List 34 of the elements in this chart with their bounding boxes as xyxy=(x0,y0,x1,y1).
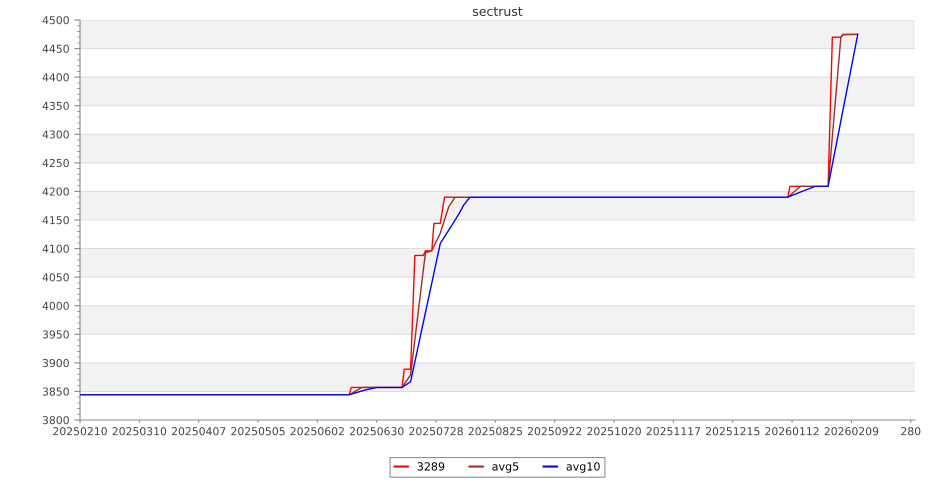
x-tick-label: 280 xyxy=(901,427,920,436)
y-tick-label: 3800 xyxy=(42,416,69,424)
x-tick-label: 20260112 xyxy=(765,427,819,436)
legend-label: avg5 xyxy=(492,462,518,473)
x-tick-label: 20250825 xyxy=(468,427,522,436)
chart-title: sectrust xyxy=(472,7,522,16)
x-tick-label: 20251215 xyxy=(706,427,760,436)
y-tick-label: 3950 xyxy=(42,330,69,339)
y-tick-label: 3900 xyxy=(42,358,69,368)
y-tick-label: 3850 xyxy=(42,388,69,396)
y-tick-label: 4100 xyxy=(42,244,69,253)
y-tick-label: 4250 xyxy=(42,158,69,168)
y-tick-label: 4200 xyxy=(42,188,69,196)
x-tick-label: 20250602 xyxy=(290,427,344,436)
y-tick-label: 4000 xyxy=(42,302,69,310)
x-tick-label: 20250407 xyxy=(172,427,226,436)
x-tick-label: 20260209 xyxy=(824,427,878,436)
y-tick-label: 4300 xyxy=(42,130,69,139)
x-tick-label: 20250505 xyxy=(231,427,285,436)
x-tick-label: 20250728 xyxy=(409,427,463,436)
x-tick-label: 20251020 xyxy=(587,427,641,436)
y-tick-label: 4050 xyxy=(42,273,69,282)
legend-label: avg10 xyxy=(566,462,600,473)
x-tick-label: 20250210 xyxy=(53,427,107,436)
y-tick-label: 4400 xyxy=(42,73,69,82)
x-tick-label: 20250310 xyxy=(112,427,166,436)
x-tick-label: 20250922 xyxy=(528,427,582,436)
legend-label: 3289 xyxy=(418,462,444,471)
y-tick-label: 4150 xyxy=(42,216,69,224)
x-tick-label: 20251117 xyxy=(646,427,700,436)
y-tick-label: 4350 xyxy=(42,102,69,110)
y-tick-label: 4500 xyxy=(42,16,69,24)
y-tick-label: 4450 xyxy=(42,44,69,53)
x-tick-label: 20250630 xyxy=(350,427,404,436)
